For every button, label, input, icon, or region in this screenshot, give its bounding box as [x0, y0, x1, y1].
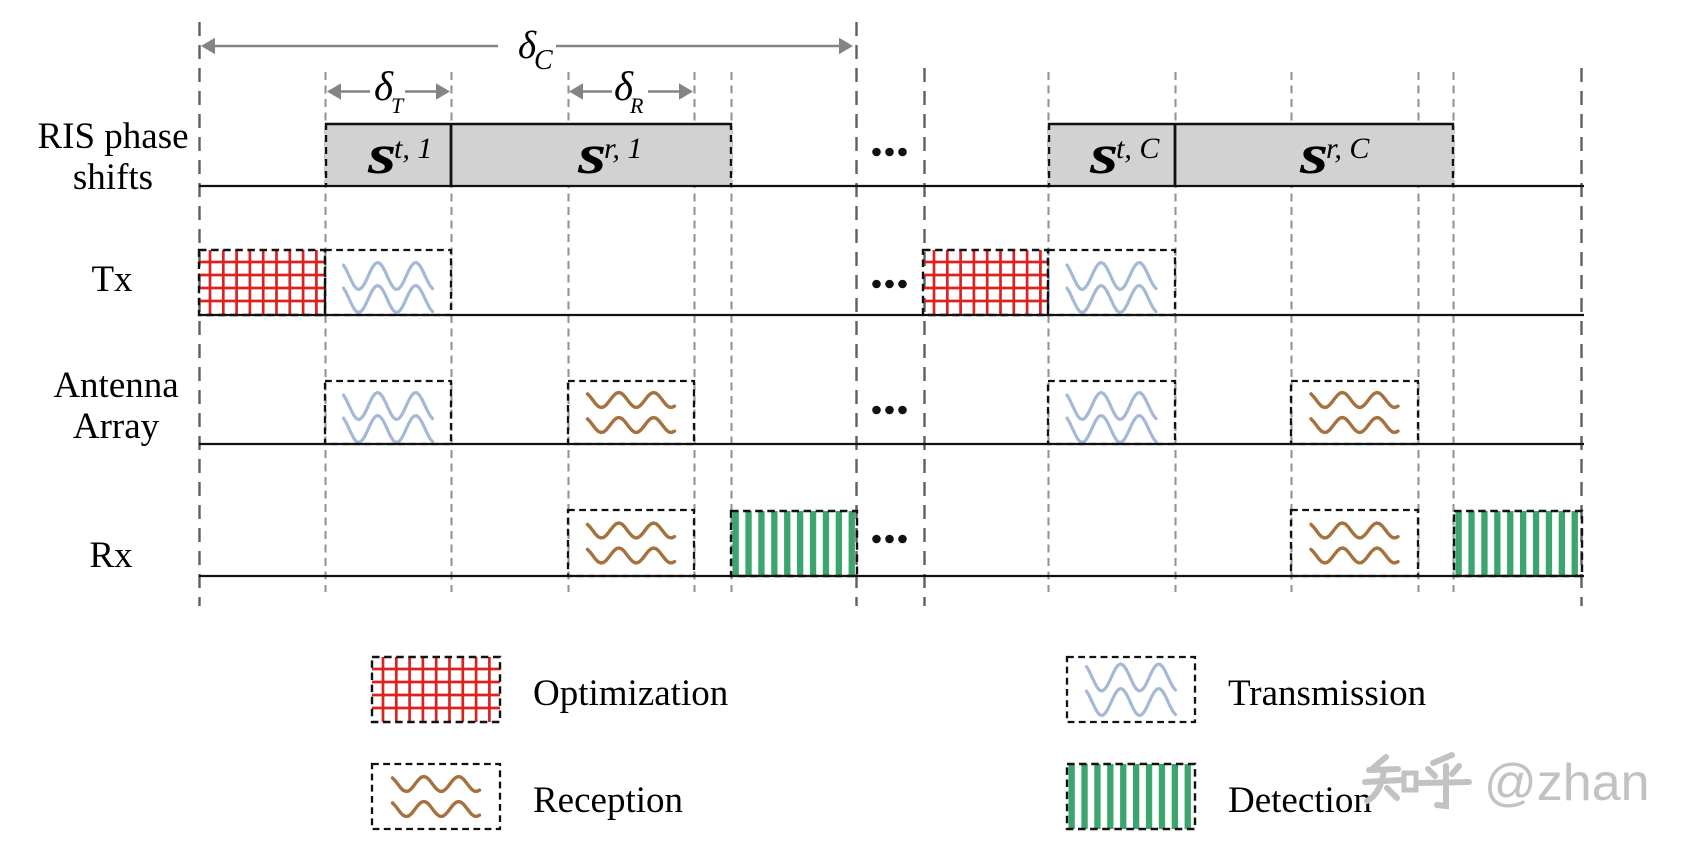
- svg-text:δ: δ: [518, 24, 537, 67]
- svg-text:s: s: [1299, 124, 1328, 186]
- svg-text:RIS phase: RIS phase: [37, 116, 188, 157]
- svg-text:Reception: Reception: [533, 780, 683, 821]
- svg-text:δ: δ: [374, 63, 394, 109]
- svg-text:Array: Array: [73, 406, 160, 447]
- svg-text:Rx: Rx: [89, 535, 133, 576]
- svg-text:t, 1: t, 1: [394, 132, 432, 165]
- svg-text:δ: δ: [614, 63, 634, 109]
- svg-text:s: s: [577, 124, 606, 186]
- svg-text:Tx: Tx: [91, 259, 133, 300]
- svg-text:shifts: shifts: [73, 157, 153, 198]
- svg-text:T: T: [391, 93, 405, 118]
- svg-text:r, 1: r, 1: [604, 132, 642, 165]
- svg-text:Antenna: Antenna: [53, 365, 178, 406]
- svg-text:s: s: [1089, 124, 1118, 186]
- svg-text:C: C: [534, 45, 553, 76]
- svg-text:R: R: [629, 93, 644, 118]
- svg-text:t, C: t, C: [1116, 132, 1160, 165]
- svg-text:Optimization: Optimization: [533, 673, 728, 714]
- svg-text:s: s: [367, 124, 396, 186]
- svg-text:r, C: r, C: [1326, 132, 1370, 165]
- svg-text:@zhan: @zhan: [1484, 754, 1650, 812]
- svg-text:Detection: Detection: [1228, 780, 1372, 821]
- svg-text:Transmission: Transmission: [1228, 673, 1426, 714]
